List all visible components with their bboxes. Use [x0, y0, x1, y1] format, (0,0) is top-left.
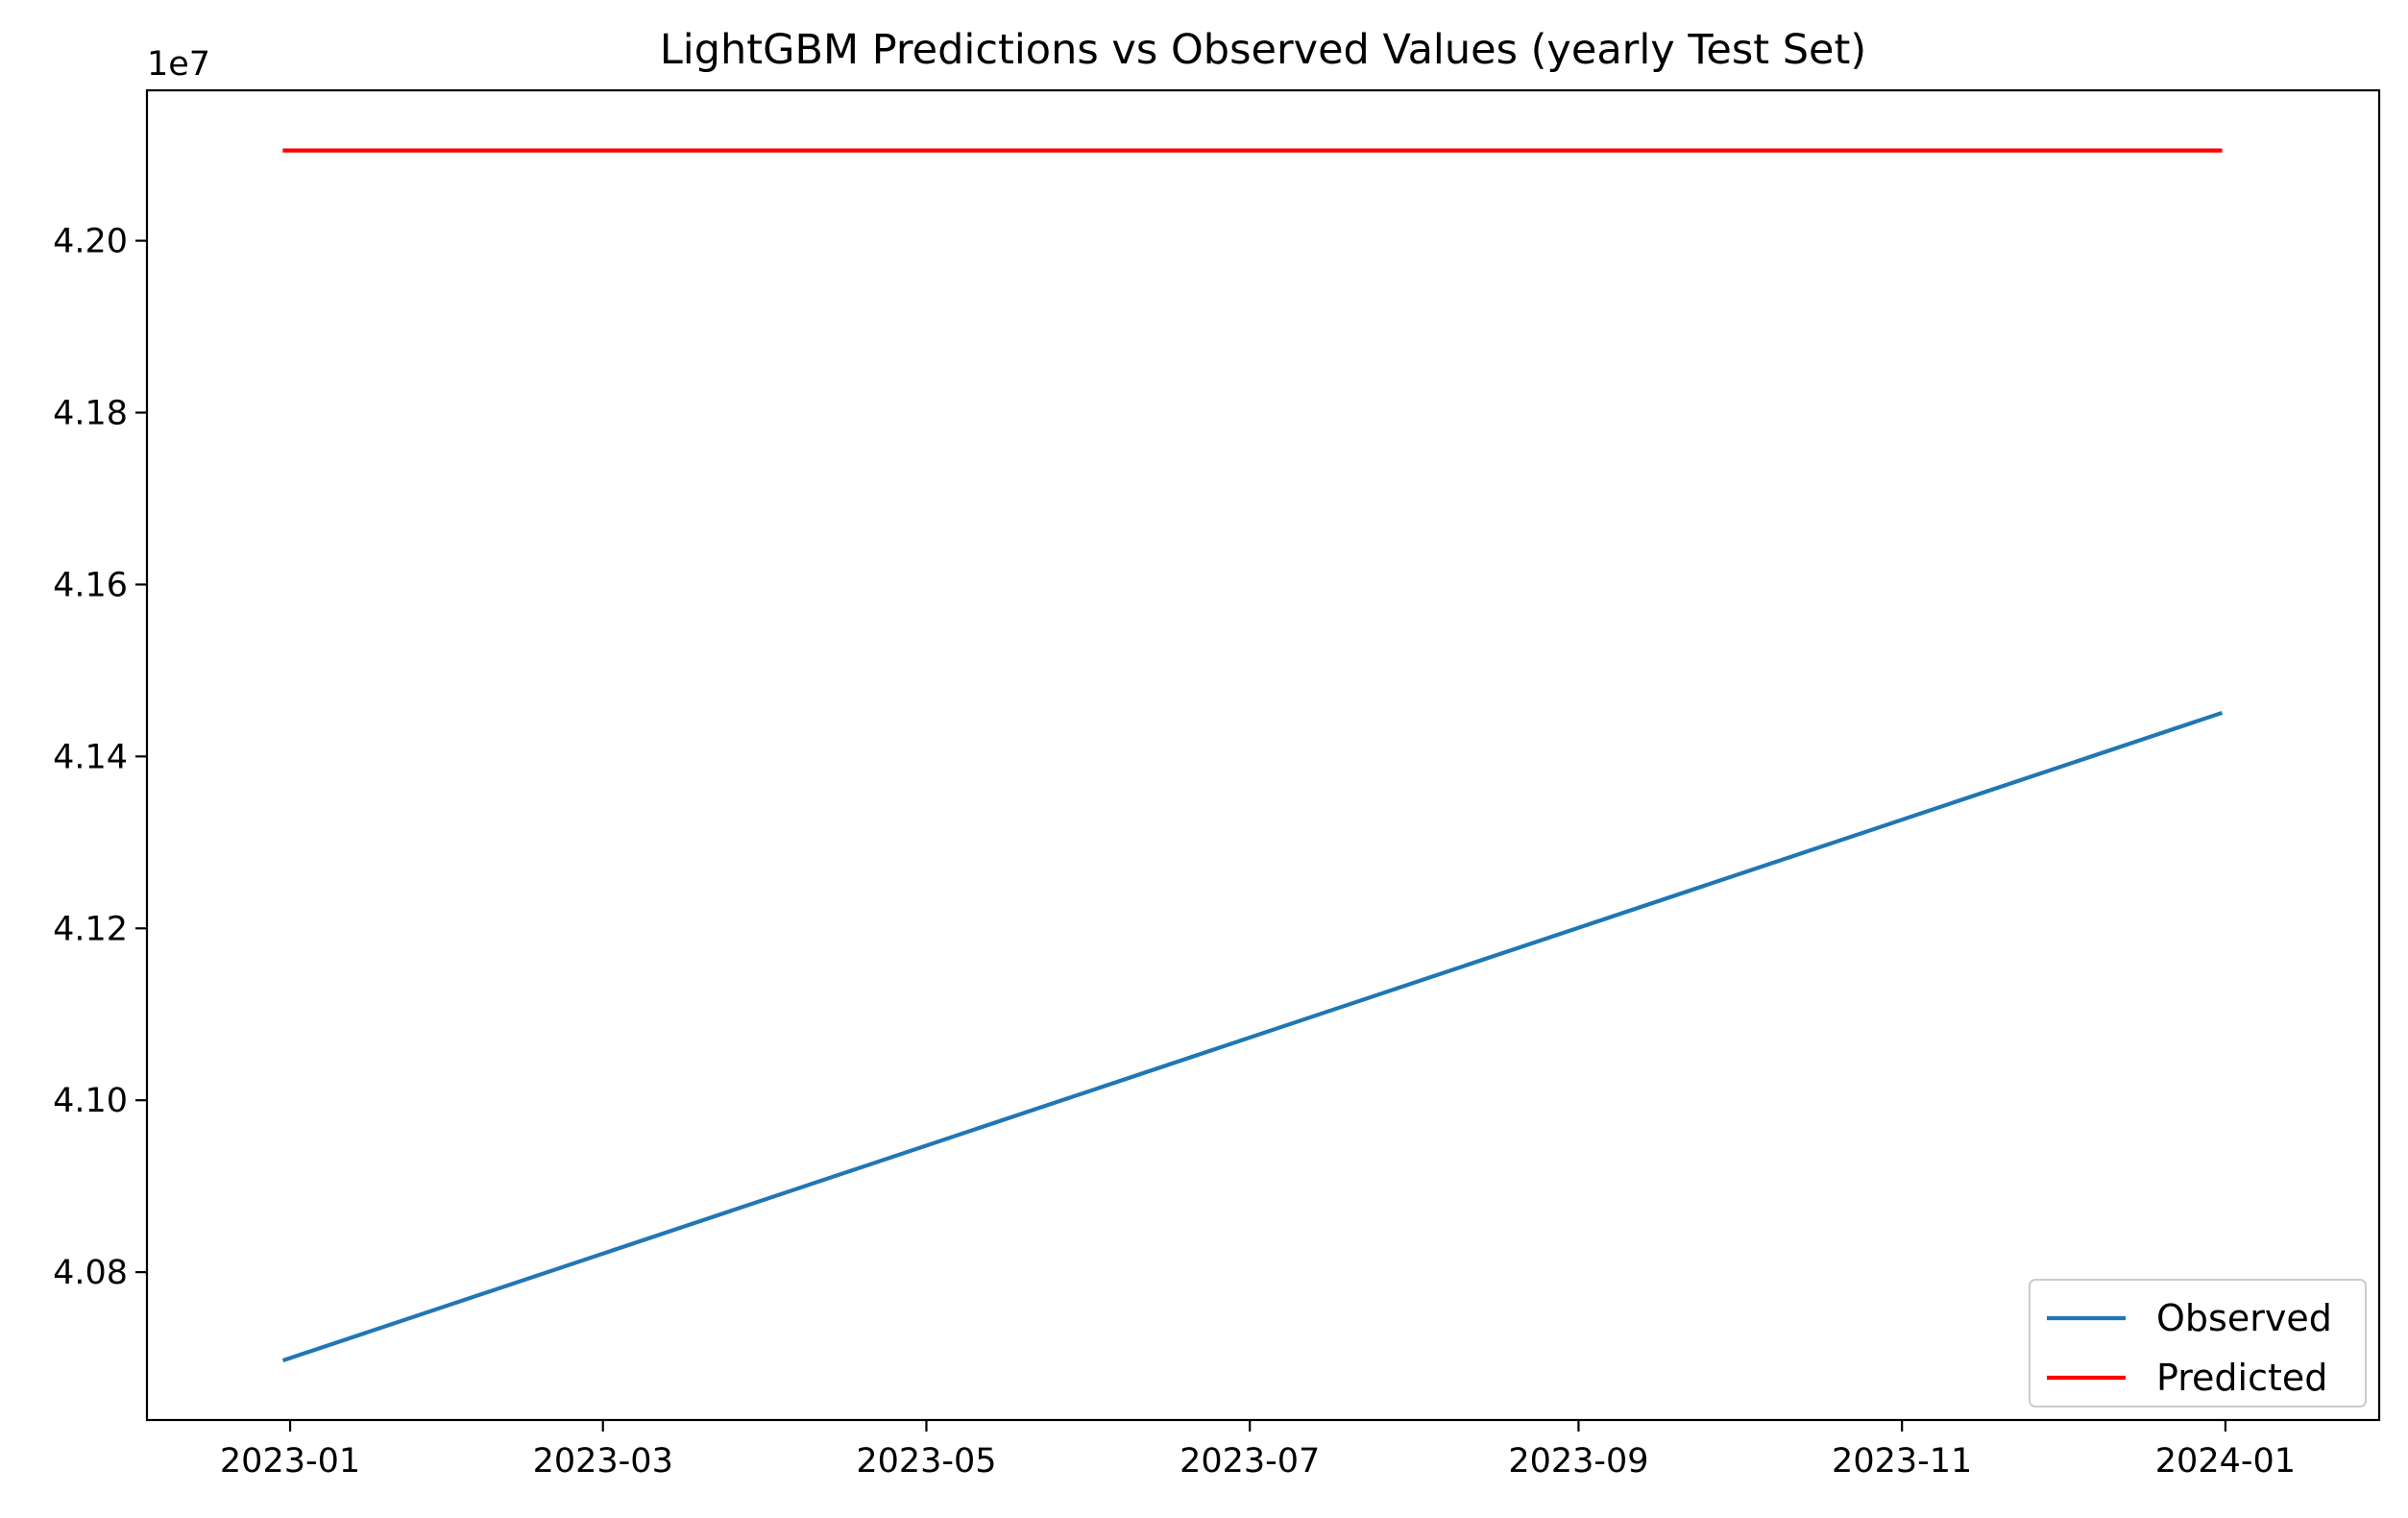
x-tick-label: 2023-07 [1180, 1442, 1320, 1481]
y-axis: 4.08 4.10 4.12 4.14 4.16 4.18 4.20 [53, 223, 147, 1292]
x-tick-label: 2023-01 [220, 1442, 360, 1481]
x-tick-label: 2023-03 [533, 1442, 673, 1481]
legend-box [2029, 1279, 2367, 1408]
y-tick-label: 4.10 [53, 1082, 128, 1120]
y-tick-label: 4.14 [53, 738, 128, 776]
x-tick-label: 2023-09 [1508, 1442, 1648, 1481]
series-line-observed [281, 710, 2224, 1363]
y-tick-label: 4.12 [53, 910, 128, 948]
y-axis-scale-label: 1e7 [147, 45, 210, 84]
x-axis: 2023-01 2023-03 2023-05 2023-07 2023-09 2023-… [220, 1420, 2296, 1481]
y-tick-label: 4.18 [53, 394, 128, 432]
plot-area [145, 88, 2381, 1422]
y-tick-label: 4.20 [53, 223, 128, 261]
series-layer [281, 148, 2224, 1363]
x-tick-label: 2024-01 [2155, 1442, 2296, 1481]
x-tick-label: 2023-05 [856, 1442, 996, 1481]
plot-background [147, 90, 2379, 1420]
legend-label-predicted: Predicted [2156, 1357, 2327, 1399]
axes-frame [145, 88, 2381, 1422]
y-tick-label: 4.08 [53, 1254, 128, 1292]
y-tick-label: 4.16 [53, 566, 128, 604]
chart-title: LightGBM Predictions vs Observed Values … [660, 26, 1866, 74]
legend: Observed Predicted [2029, 1279, 2367, 1408]
legend-label-observed: Observed [2156, 1297, 2332, 1339]
x-tick-label: 2023-11 [1832, 1442, 1972, 1481]
